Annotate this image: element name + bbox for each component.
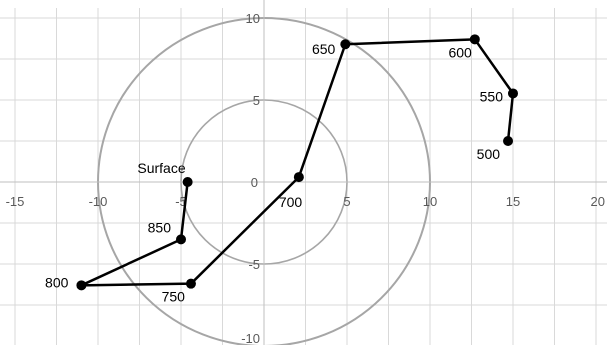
data-point-surface bbox=[182, 177, 193, 187]
data-point-600 bbox=[469, 34, 480, 45]
x-tick-label: -15 bbox=[6, 194, 25, 209]
y-tick-label: 5 bbox=[253, 93, 260, 108]
x-tick-label: -10 bbox=[89, 194, 108, 209]
point-label-800: 800 bbox=[45, 274, 69, 290]
data-point-550 bbox=[508, 88, 518, 99]
x-tick-label: 10 bbox=[423, 194, 437, 209]
x-tick-label: 5 bbox=[343, 194, 350, 209]
point-label-700: 700 bbox=[279, 194, 303, 210]
y-tick-label: 10 bbox=[246, 11, 260, 26]
point-label-500: 500 bbox=[477, 146, 501, 162]
y-tick-label: -10 bbox=[241, 331, 260, 345]
point-label-650: 650 bbox=[312, 41, 336, 57]
data-point-700 bbox=[293, 172, 304, 183]
data-point-750 bbox=[185, 278, 196, 289]
series bbox=[76, 34, 518, 291]
data-point-850 bbox=[176, 234, 186, 245]
y-tick-label: -5 bbox=[248, 257, 260, 272]
point-label-850: 850 bbox=[148, 219, 172, 235]
data-point-500 bbox=[503, 136, 514, 146]
point-label-750: 750 bbox=[162, 289, 186, 305]
tick-labels: -15 -10 -5 5 10 15 20 0 -10 -5 5 10 bbox=[6, 11, 605, 345]
grid bbox=[0, 8, 607, 345]
x-tick-label: 15 bbox=[506, 194, 520, 209]
x-tick-label: 20 bbox=[591, 194, 605, 209]
point-label-550: 550 bbox=[480, 88, 504, 104]
origin-tick-label: 0 bbox=[251, 175, 258, 190]
data-point-650 bbox=[340, 39, 351, 50]
x-tick-label: -5 bbox=[175, 194, 187, 209]
point-label-surface: Surface bbox=[137, 160, 185, 176]
data-point-800 bbox=[76, 280, 87, 291]
point-label-600: 600 bbox=[448, 44, 472, 60]
